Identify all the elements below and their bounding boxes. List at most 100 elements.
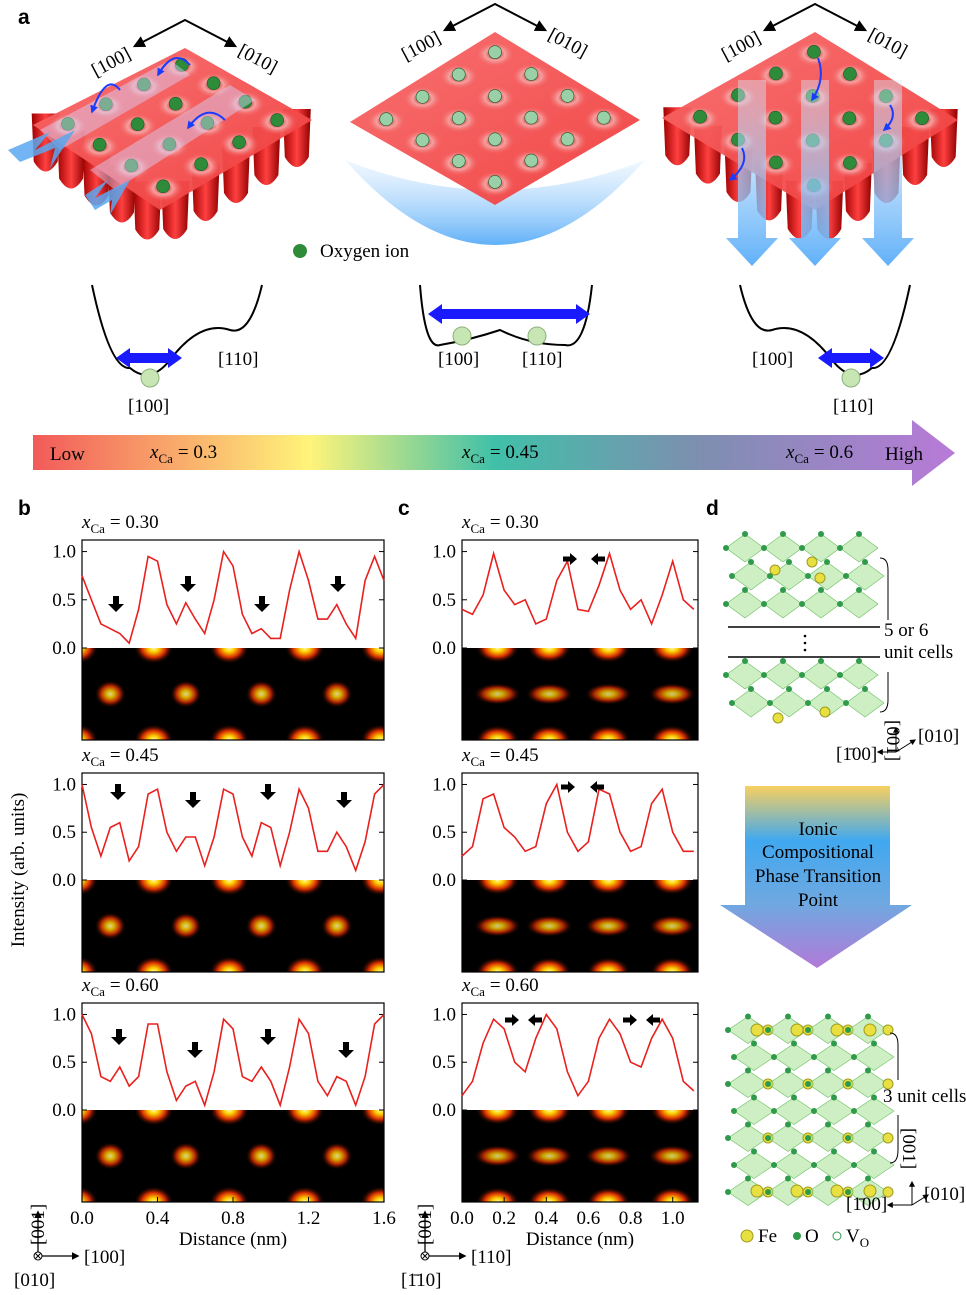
oxygen-atom [871,1041,877,1047]
atom-column [19,1142,51,1170]
atom-column [285,864,325,896]
oxygen-ion [769,156,782,169]
atom-column [584,683,632,705]
axis-direction: [001] [898,1128,919,1169]
oxygen-atom [862,686,868,692]
atom-column [134,632,174,664]
annotation-arrow [108,596,124,612]
y-tick-label: 1.0 [432,542,456,563]
oxygen-ion [131,118,144,131]
oxygen-atom [811,1162,817,1168]
panel-label: c [398,497,410,520]
x-tick-label: 1.0 [661,1208,685,1229]
y-axis-label: Intensity (arb. units) [8,793,29,948]
oxygen-atom [791,1149,797,1155]
atom-column [527,865,571,895]
oxygen-atom [785,1176,791,1182]
oxygen-atom [723,545,729,551]
oxygen-ion [561,89,574,102]
octahedron [774,1098,814,1125]
annotation-arrow [185,792,201,808]
oxygen-atom [723,672,729,678]
oxygen-atom [837,545,843,551]
oxygen-ion [916,112,929,125]
oxygen-ion [416,134,429,147]
octahedron [726,590,764,618]
iron-atom [815,573,825,583]
oxygen-atom [751,1149,757,1155]
oxygen-atom [761,601,767,607]
oxygen-ion [195,158,208,171]
oxygen-atom [825,1014,831,1020]
x-axis-label: Distance (nm) [179,1229,287,1250]
oxygen-ion [843,156,856,169]
energy-label: [100] [752,349,793,370]
oxygen-atom [871,1149,877,1155]
ellipsis-dot [804,642,807,645]
ellipsis-dot [804,635,807,638]
oxygen-atom [780,587,786,593]
subscript: Ca [470,451,485,466]
legend-marker [833,1232,841,1240]
atom-column [525,1145,573,1167]
y-tick-label: 1.0 [52,542,76,563]
chart-title: xCa= 0.30 [461,512,539,536]
octahedron [808,1071,848,1098]
octahedron [764,534,802,562]
oxygen-atom [851,1162,857,1168]
oxygen-atom [729,700,735,706]
oxygen-atom [845,1027,851,1033]
oxygen-atom [818,531,824,537]
x-tick-label: 0.0 [450,1208,474,1229]
oxygen-ion [489,175,502,188]
intensity-line [82,785,384,871]
oxygen-atom [780,531,786,537]
oxygen-atom [845,1081,851,1087]
oxygen-atom [780,658,786,664]
legend-label: Oxygen ion [320,241,410,262]
atom-column [321,1142,353,1170]
oxygen-atom [742,587,748,593]
oxygen-atom [742,658,748,664]
oxygen-atom [765,1027,771,1033]
y-tick-label: 1.0 [432,774,456,795]
oxygen-atom [745,1122,751,1128]
transition-label: Point [798,890,839,911]
octahedron [732,689,770,717]
x-tick-label: 0.6 [577,1208,601,1229]
iron-atom [751,1185,763,1197]
octahedron [802,590,840,618]
annotation-arrow [563,553,577,565]
y-tick-label: 0.5 [52,590,76,611]
oxygen-atom [805,1135,811,1141]
oxygen-atom [805,1027,811,1033]
panel-label: d [706,497,719,520]
oxygen-ion [93,138,106,151]
bar-label: High [885,444,924,465]
oxygen-atom [845,1135,851,1141]
axis-direction: [001] [882,720,903,761]
cells-label: 3 unit cells [883,1086,966,1107]
oxygen-atom [837,672,843,678]
atom-column [94,1142,126,1170]
axis-direction: [010] [924,1184,965,1205]
axis-direction: [1̄10] [401,1270,441,1291]
atom-column [475,865,519,895]
oxygen-atom [765,1189,771,1195]
atom-column [473,683,521,705]
oxygen-ion [769,67,782,80]
axis-direction: [001] [28,1204,49,1245]
oxygen-ion [207,77,220,90]
axis-direction: [010] [918,726,959,747]
annotation-arrow [260,784,276,800]
oxygen-atom [771,1162,777,1168]
atom-column [586,1095,630,1125]
panel-label: b [18,497,31,520]
y-tick-label: 0.5 [432,822,456,843]
octahedron [814,1098,854,1125]
intensity-line [462,785,694,857]
oxygen-atom [843,573,849,579]
oxygen-atom [765,1135,771,1141]
charts: Intensity (arb. units) xCa= 0.30 0.0 0.5 1.0… [8,512,698,1291]
energy-label: [100] [128,396,169,417]
